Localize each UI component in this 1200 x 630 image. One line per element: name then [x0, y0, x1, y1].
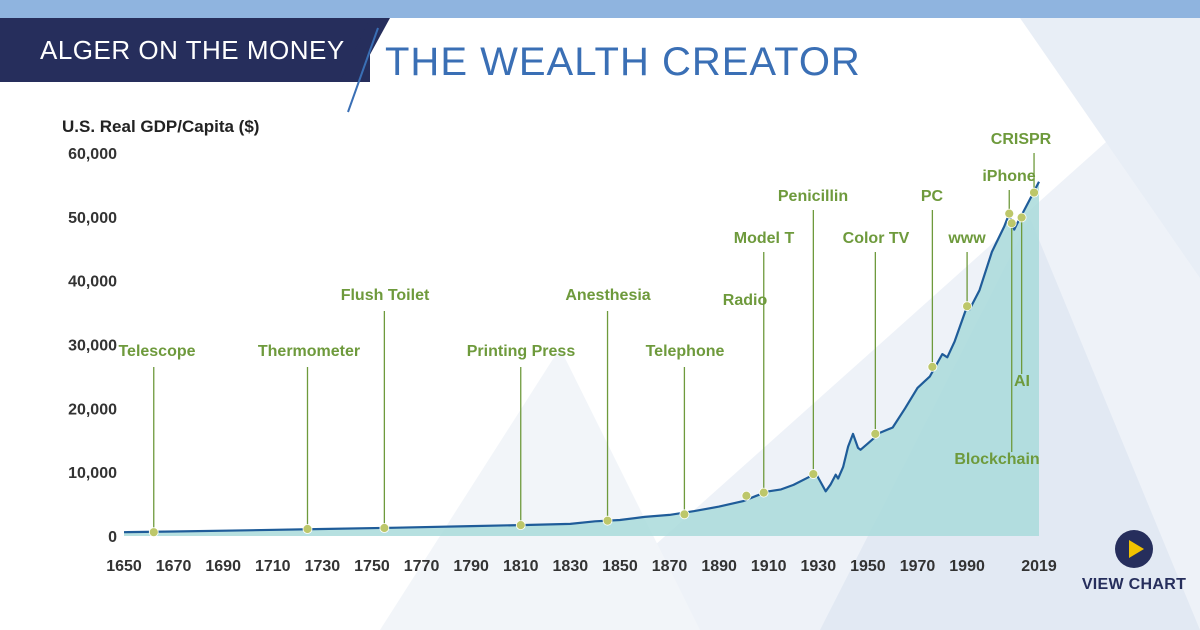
x-tick-label: 1850 — [602, 558, 638, 575]
annotation-label: PC — [921, 188, 944, 205]
gdp-area — [124, 181, 1039, 536]
y-tick-label: 30,000 — [68, 338, 117, 355]
annotation-marker — [679, 509, 690, 520]
view-chart-label: VIEW CHART — [1081, 576, 1187, 593]
annotation-label: Model T — [734, 230, 795, 247]
annotation-label: Anesthesia — [565, 287, 650, 304]
x-tick-label: 1770 — [404, 558, 440, 575]
x-tick-label: 1950 — [850, 558, 886, 575]
annotation-marker — [602, 515, 613, 526]
annotation-marker — [302, 524, 313, 534]
y-tick-label: 10,000 — [68, 465, 117, 482]
annotation-label: Flush Toilet — [341, 287, 430, 304]
annotation-label: CRISPR — [991, 131, 1052, 148]
annotation-label: AI — [1014, 373, 1030, 390]
x-tick-layer: 1650 1670 1690 1710 1730 1750 1770 1790 1810 1830… — [106, 558, 1057, 575]
annotation-marker — [515, 520, 526, 531]
x-tick-label: 1670 — [156, 558, 192, 575]
y-tick-label: 50,000 — [68, 210, 117, 227]
annotation-label: Penicillin — [778, 188, 848, 205]
x-tick-label: 1730 — [305, 558, 341, 575]
top-stripe — [0, 0, 1200, 18]
y-tick-label: 40,000 — [68, 274, 117, 291]
play-icon[interactable] — [1115, 530, 1153, 568]
annotation-label: Telephone — [646, 343, 725, 360]
annotation-label: Thermometer — [258, 343, 360, 360]
annotation-marker — [1029, 187, 1039, 198]
banner: ALGER ON THE MONEY — [0, 18, 370, 82]
annotation-label: Radio — [723, 292, 768, 309]
y-tick-label: 60,000 — [68, 146, 117, 163]
x-tick-label: 1750 — [354, 558, 390, 575]
x-tick-label: 2019 — [1021, 558, 1057, 575]
x-tick-label: 1810 — [503, 558, 539, 575]
x-tick-label: 1990 — [949, 558, 985, 575]
annotation-marker — [870, 428, 881, 439]
page-title: THE WEALTH CREATOR — [385, 40, 861, 84]
x-tick-label: 1870 — [652, 558, 688, 575]
x-tick-label: 1830 — [553, 558, 589, 575]
y-axis-label: U.S. Real GDP/Capita ($) — [62, 117, 259, 136]
annotation-label: Printing Press — [467, 343, 576, 360]
annotation-marker — [927, 361, 938, 372]
banner-slash — [340, 18, 390, 113]
y-tick-label: 20,000 — [68, 401, 117, 418]
x-tick-label: 1650 — [106, 558, 142, 575]
annotation-marker — [741, 490, 752, 501]
x-tick-label: 1790 — [453, 558, 489, 575]
annotation-marker — [1004, 208, 1015, 219]
annotation-label: www — [947, 230, 986, 247]
annotation-marker — [379, 523, 390, 533]
banner-text: ALGER ON THE MONEY — [40, 34, 345, 65]
annotation-layer: Telescope Thermometer Flush Toilet Printing… — [118, 131, 1052, 538]
x-tick-label: 1930 — [801, 558, 837, 575]
annotation-marker — [808, 469, 819, 479]
annotation-marker — [148, 527, 159, 538]
y-tick-layer: 0 10,000 20,000 30,000 40,000 50,000 60,000 — [68, 146, 117, 546]
annotation-label: iPhone — [982, 168, 1035, 185]
x-tick-label: 1970 — [900, 558, 936, 575]
x-tick-label: 1690 — [205, 558, 241, 575]
annotation-label: Color TV — [843, 230, 910, 247]
y-tick-label: 0 — [108, 529, 117, 546]
annotation-marker — [758, 487, 769, 498]
annotation-marker — [1016, 212, 1027, 223]
annotation-label: Blockchain — [954, 451, 1039, 468]
annotation-label: Telescope — [118, 343, 195, 360]
x-tick-label: 1910 — [751, 558, 787, 575]
x-tick-label: 1710 — [255, 558, 291, 575]
annotation-marker — [1006, 218, 1017, 229]
view-chart-button[interactable]: VIEW CHART — [1072, 530, 1196, 594]
x-tick-label: 1890 — [701, 558, 737, 575]
annotation-marker — [962, 301, 972, 312]
